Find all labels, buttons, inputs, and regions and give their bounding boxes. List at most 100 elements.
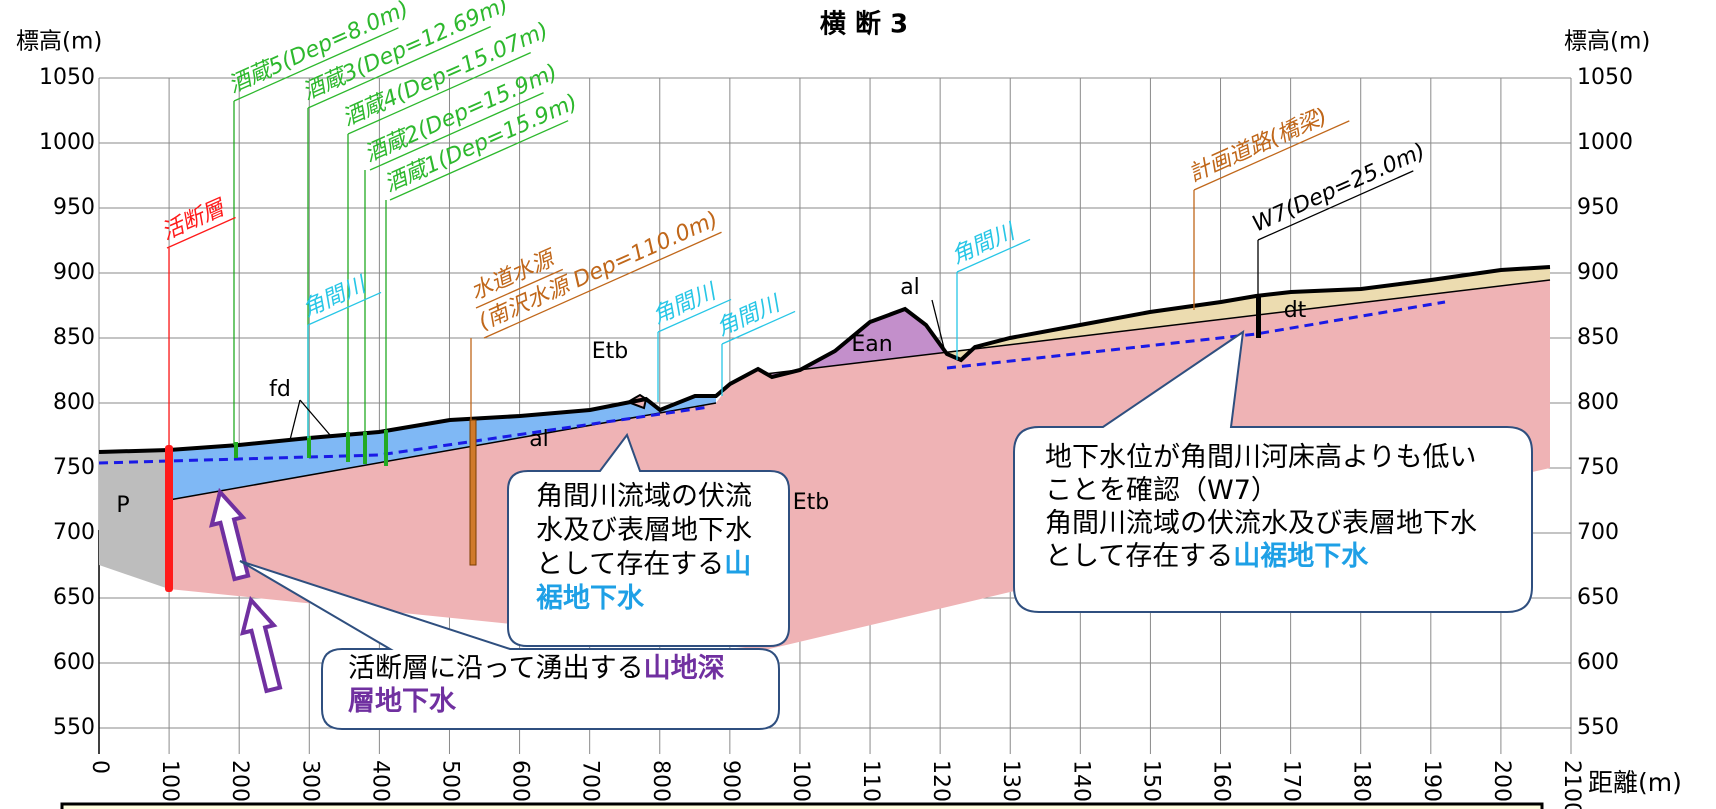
leader-underline: [1193, 120, 1350, 191]
callout-text: 層地下水: [348, 686, 457, 717]
layer-label: dt: [1284, 298, 1307, 323]
y-tick-label: 950: [53, 195, 95, 220]
callout-text: ことを確認（W7）: [1045, 475, 1278, 506]
callout-segment: 水及び表層地下水: [536, 515, 752, 546]
water-source-well: [469, 419, 477, 566]
x-tick-label: 300: [297, 760, 322, 802]
x-tick-label: 1200: [928, 760, 953, 809]
callout-text: 角間川流域の伏流水及び表層地下水: [1045, 508, 1477, 539]
y-tick-label: 850: [53, 325, 95, 350]
callout-text: 活断層に沿って湧出する山地深: [348, 653, 725, 684]
x-tick-label: 1600: [1209, 760, 1234, 809]
callout-segment: 山地深: [644, 653, 725, 684]
layer-label: P: [116, 493, 129, 518]
x-tick-label: 1400: [1068, 760, 1093, 809]
layer-label: fd: [269, 377, 291, 402]
layer-label: al: [900, 275, 920, 300]
y2-tick-label: 1050: [1577, 65, 1633, 90]
x-axis-title: 距離(m): [1588, 768, 1682, 797]
x-tick-label: 500: [437, 760, 462, 802]
x-tick-label: 200: [227, 760, 252, 802]
leader-underline: [233, 27, 399, 102]
layer-label: Etb: [592, 339, 629, 364]
y2-tick-label: 1000: [1577, 130, 1633, 155]
x-tick-label: 0: [87, 760, 112, 774]
y2-tick-label: 800: [1577, 390, 1619, 415]
groundwater-level: [946, 300, 1446, 370]
y-axis-title: 標高(m): [16, 29, 102, 55]
y-tick-label: 550: [53, 715, 95, 740]
y2-tick-label: 550: [1577, 715, 1619, 740]
fault-label: 活断層: [158, 195, 236, 249]
layer-label: Etb: [793, 490, 830, 515]
x-tick-label: 100: [157, 760, 182, 802]
upwelling-arrow: [208, 487, 251, 582]
y-tick-label: 600: [53, 650, 95, 675]
leader-underline: [347, 52, 531, 135]
callout-text: 水及び表層地下水: [536, 515, 752, 546]
footer-box: [60, 802, 1544, 809]
leader-underline: [1257, 170, 1414, 241]
callout-text: 裾地下水: [536, 583, 645, 614]
w7-well: [1256, 296, 1261, 338]
leaders: [168, 101, 1259, 445]
callout-box: [507, 432, 790, 647]
x-tick-label: 1700: [1279, 760, 1304, 809]
grid: 0 100 200 300 400 500 600 700 800 900 1000 1100 1200…: [39, 65, 1633, 809]
callout-segment: 山裾地下水: [1233, 541, 1369, 572]
x-tick-label: 1300: [998, 760, 1023, 809]
x-tick-label: 400: [367, 760, 392, 802]
x-tick-label: 900: [718, 760, 743, 802]
y-tick-label: 1000: [39, 130, 95, 155]
x-tick-label: 800: [648, 760, 673, 802]
y2-tick-label: 950: [1577, 195, 1619, 220]
x-tick-label: 700: [578, 760, 603, 802]
y-tick-label: 900: [53, 260, 95, 285]
layer-dt: [947, 267, 1550, 360]
x-tick-label: 1800: [1349, 760, 1374, 809]
y-tick-label: 650: [53, 585, 95, 610]
river-label-text: 角間川: [713, 291, 785, 341]
groundwater-level: [98, 405, 710, 465]
callout-segment: 裾地下水: [536, 583, 645, 614]
leader-underline: [307, 26, 491, 109]
callout-box: [239, 560, 780, 730]
leader-underline: [369, 92, 544, 171]
x-tick-label: 2100: [1559, 760, 1584, 809]
x-tick-label: 1100: [858, 760, 883, 809]
x-tick-label: 600: [508, 760, 533, 802]
layer-p: [99, 450, 169, 589]
leader-underline: [721, 310, 796, 345]
leader-underline: [956, 238, 1031, 273]
upwelling-arrow: [239, 595, 283, 694]
callout-segment: として存在する: [536, 549, 724, 580]
y2-tick-label: 650: [1577, 585, 1619, 610]
river-label: 角間川: [948, 219, 1031, 273]
callout-segment: 山: [724, 549, 751, 580]
river-label-text: 角間川: [948, 219, 1020, 269]
river-label: 角間川: [713, 291, 796, 345]
x-tick-label: 1900: [1419, 760, 1444, 809]
callout-text: 角間川流域の伏流: [536, 481, 752, 512]
leader-underline: [166, 216, 236, 249]
y-tick-label: 700: [53, 520, 95, 545]
y2-tick-label: 750: [1577, 455, 1619, 480]
callout-text: 地下水位が角間川河床高よりも低い: [1045, 442, 1476, 473]
callout-segment: 角間川流域の伏流: [536, 481, 752, 512]
layer-ean: [772, 309, 947, 377]
callout-segment: 地下水位が角間川河床高よりも低い: [1045, 442, 1476, 473]
y2-tick-label: 850: [1577, 325, 1619, 350]
callout-segment: 層地下水: [348, 686, 457, 717]
callout-text: として存在する山: [536, 549, 751, 580]
callout-segment: ことを確認（W7）: [1045, 475, 1278, 506]
leader-underline: [475, 268, 564, 309]
y-tick-label: 800: [53, 390, 95, 415]
callout-text: として存在する山裾地下水: [1045, 541, 1369, 572]
leader-underline: [307, 291, 382, 326]
layer-label: al: [529, 427, 549, 452]
layer-boundary: [764, 279, 1551, 375]
layer-label: Ean: [851, 332, 892, 357]
x-tick-label: 1500: [1138, 760, 1163, 809]
leader-underline: [389, 120, 569, 201]
callout-box: [1013, 329, 1533, 613]
